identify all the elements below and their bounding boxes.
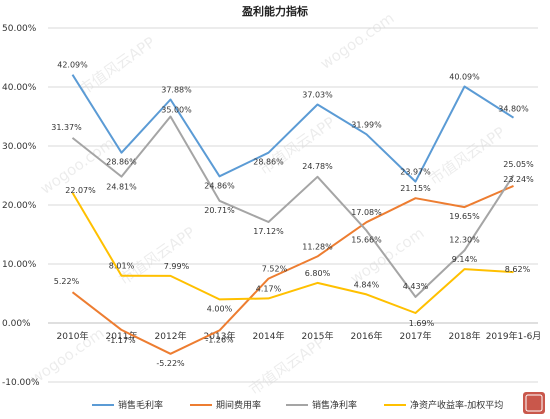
data-label: 19.65% [449, 212, 480, 221]
data-label: 11.28% [302, 242, 333, 251]
data-label: 23.24% [503, 175, 534, 184]
data-label: 31.37% [51, 123, 82, 132]
data-label: 9.14% [452, 255, 478, 264]
legend-label: 销售毛利率 [118, 399, 163, 411]
data-label: 24.78% [302, 162, 333, 171]
watermark-text: 市值风云APP [426, 123, 509, 188]
watermark-text: 市值风云APP [116, 223, 199, 288]
series-line [71, 184, 514, 355]
data-label: 6.80% [305, 269, 331, 278]
data-label: 35.00% [161, 106, 192, 115]
data-label: 17.12% [253, 227, 284, 236]
seal-box [523, 392, 545, 414]
y-tick-label: 50.00% [2, 24, 37, 34]
data-label: 17.08% [351, 208, 382, 217]
data-label: 37.88% [161, 86, 192, 95]
watermark-text: wogoo.com [347, 224, 428, 288]
x-tick-label: 2015年 [302, 330, 334, 342]
series-line [71, 74, 515, 183]
data-label: 22.07% [65, 186, 96, 195]
data-label: 12.30% [449, 235, 480, 244]
x-tick-label: 2017年 [400, 330, 432, 342]
data-label: 21.15% [400, 184, 431, 193]
seal-stamp [523, 392, 545, 414]
data-label: 28.86% [253, 158, 284, 167]
data-label: 8.62% [505, 265, 531, 274]
data-label: 42.09% [57, 61, 88, 70]
grid-lines [48, 27, 538, 383]
legend-label: 销售净利率 [312, 399, 357, 411]
x-tick-label: 2013年 [204, 330, 236, 342]
x-tick-label: 2018年 [449, 330, 481, 342]
series-layer [71, 74, 515, 355]
y-tick-label: 40.00% [2, 83, 37, 93]
data-label: 8.01% [109, 262, 135, 271]
data-label: 1.69% [409, 319, 435, 328]
series-line [71, 115, 515, 298]
x-tick-label: 2012年 [155, 330, 187, 342]
data-label: 37.03% [302, 91, 333, 100]
y-tick-label: -10.00% [2, 378, 40, 388]
data-label: 23.97% [400, 168, 431, 177]
y-tick-label: 0.00% [2, 319, 31, 329]
y-tick-label: 10.00% [2, 260, 37, 270]
data-label: 4.17% [256, 284, 282, 293]
data-label: -1.17% [107, 336, 136, 345]
data-label: 4.43% [403, 282, 429, 291]
x-tick-label: 2019年1-6月 [486, 330, 542, 342]
data-label: 34.80% [498, 105, 529, 114]
series-line [71, 192, 514, 314]
watermark-text: 市值风云APP [76, 33, 159, 98]
chart-title: 盈利能力指标 [241, 4, 308, 18]
data-label: 15.66% [351, 236, 382, 245]
data-label: -1.26% [205, 335, 234, 344]
data-label: 40.09% [449, 72, 480, 81]
legend: 销售毛利率 期间费用率 销售净利率 净资产收益率-加权平均 [92, 399, 503, 411]
y-tick-label: 30.00% [2, 142, 37, 152]
data-label: 7.99% [164, 262, 190, 271]
x-tick-label: 2016年 [351, 330, 383, 342]
y-tick-label: 20.00% [2, 201, 37, 211]
data-label: 7.52% [262, 265, 288, 274]
data-label: 24.86% [204, 181, 235, 190]
data-label: 24.81% [106, 183, 137, 192]
legend-label: 净资产收益率-加权平均 [410, 399, 503, 411]
data-label: 5.22% [54, 277, 80, 286]
x-axis: 2010年 2011年 2012年 2013年 2014年 2015年 2016年 2017年… [57, 330, 542, 342]
watermark-text: 市值风云APP [246, 333, 329, 398]
legend-label: 期间费用率 [216, 399, 261, 411]
data-labels: 42.09% 28.86% 37.88% 24.86% 28.86% 37.03% 31.9… [51, 61, 534, 368]
data-label: 28.86% [106, 158, 137, 167]
seal-inner [525, 394, 543, 412]
data-label: 25.05% [503, 160, 534, 169]
x-tick-label: 2010年 [57, 330, 89, 342]
watermark-text: wogoo.com [317, 9, 398, 73]
x-tick-label: 2014年 [253, 330, 285, 342]
data-label: -5.22% [156, 359, 185, 368]
data-label: 31.99% [351, 120, 382, 129]
data-label: 20.71% [204, 206, 235, 215]
data-label: 4.00% [207, 304, 233, 313]
data-label: 4.84% [354, 280, 380, 289]
y-axis: -10.00% 0.00% 10.00% 20.00% 30.00% 40.00% 50.0… [2, 24, 40, 388]
